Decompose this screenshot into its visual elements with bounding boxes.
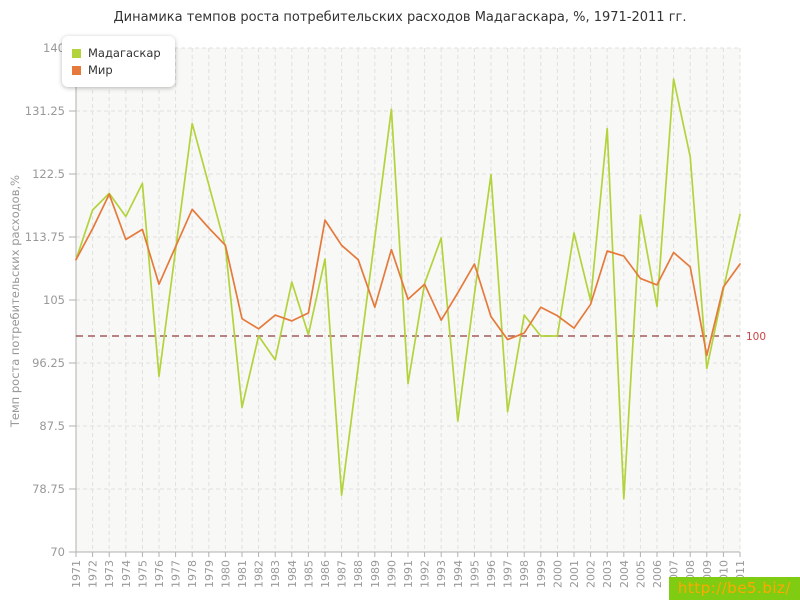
legend-label-madagascar: Мадагаскар	[88, 46, 161, 60]
x-tick-label: 1985	[302, 560, 315, 588]
x-tick-label: 1979	[203, 560, 216, 588]
x-tick-label: 1976	[153, 560, 166, 588]
y-tick-label: 105	[43, 293, 65, 307]
x-tick-label: 2000	[551, 560, 564, 588]
y-tick-label: 140	[43, 41, 65, 55]
x-tick-label: 1999	[535, 560, 548, 588]
watermark-link[interactable]: http://be5.biz/	[668, 577, 800, 600]
x-tick-label: 1977	[170, 560, 183, 588]
x-tick-label: 1973	[103, 560, 116, 588]
x-tick-label: 1997	[502, 560, 515, 588]
world-series-swatch	[72, 65, 81, 75]
legend: Мадагаскар Мир	[62, 36, 175, 87]
y-tick-label: 96.25	[32, 356, 65, 370]
y-tick-label: 113.75	[25, 230, 65, 244]
series-line-madagascar	[75, 78, 741, 500]
x-tick-label: 1975	[136, 560, 149, 588]
x-tick-label: 2004	[618, 560, 631, 588]
x-tick-label: 2001	[568, 560, 581, 588]
x-tick-label: 1984	[286, 560, 299, 588]
x-tick-label: 1990	[385, 560, 398, 588]
legend-label-world: Мир	[88, 63, 113, 77]
series-line-world	[75, 193, 741, 357]
x-tick-label: 2005	[634, 560, 647, 588]
legend-item-madagascar[interactable]: Мадагаскар	[72, 46, 161, 60]
x-tick-label: 1996	[485, 560, 498, 588]
x-tick-label: 1983	[269, 560, 282, 588]
x-tick-label: 1986	[319, 560, 332, 588]
x-tick-label: 1971	[70, 560, 83, 588]
x-tick-label: 1980	[219, 560, 232, 588]
x-tick-label: 1995	[468, 560, 481, 588]
x-tick-label: 1992	[419, 560, 432, 588]
x-tick-label: 2006	[651, 560, 664, 588]
legend-item-world[interactable]: Мир	[72, 63, 161, 77]
y-tick-label: 122.5	[32, 167, 65, 181]
x-tick-label: 1994	[452, 560, 465, 588]
x-tick-label: 1972	[87, 560, 100, 588]
x-tick-label: 1982	[253, 560, 266, 588]
x-tick-label: 1998	[518, 560, 531, 588]
x-tick-label: 1981	[236, 560, 249, 588]
y-tick-label: 70	[50, 545, 65, 559]
x-tick-label: 1974	[120, 560, 133, 588]
x-tick-label: 1993	[435, 560, 448, 588]
x-tick-label: 1989	[369, 560, 382, 588]
x-tick-label: 1988	[352, 560, 365, 588]
guide-line-label: 100	[746, 331, 766, 343]
y-tick-label: 87.5	[39, 419, 65, 433]
x-tick-label: 2002	[585, 560, 598, 588]
x-tick-label: 1991	[402, 560, 415, 588]
x-tick-label: 1978	[186, 560, 199, 588]
madagascar-series-swatch	[72, 48, 81, 58]
x-tick-label: 1987	[336, 560, 349, 588]
y-tick-label: 78.75	[32, 482, 65, 496]
chart-title: Динамика темпов роста потребительских ра…	[113, 10, 687, 25]
y-tick-label: 131.25	[25, 104, 65, 118]
x-tick-label: 2003	[601, 560, 614, 588]
